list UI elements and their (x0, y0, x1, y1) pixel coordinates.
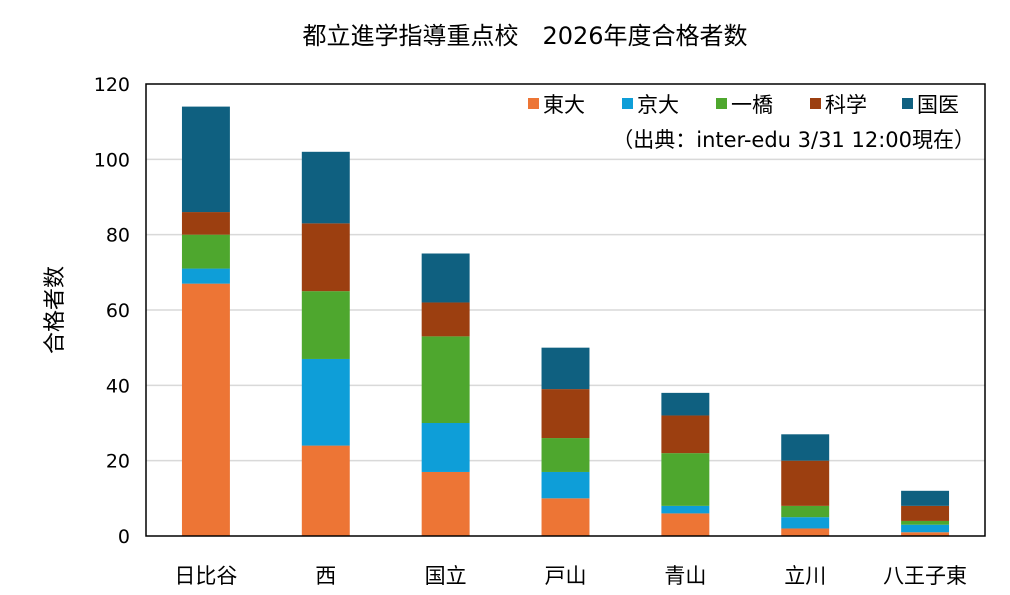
x-category-label: 八王子東 (883, 564, 967, 588)
x-category-label: 戸山 (545, 564, 587, 588)
legend-label: 東大 (543, 93, 585, 117)
legend-swatch (528, 98, 539, 109)
x-category-label: 立川 (784, 564, 826, 588)
bar-segment (541, 347, 590, 390)
bar-segment (661, 392, 710, 416)
bar-segment (781, 460, 830, 506)
bar-segment (901, 520, 950, 525)
bar-segment (181, 212, 230, 235)
y-tick-label: 100 (94, 149, 130, 171)
y-tick-label: 60 (106, 300, 130, 322)
bar-segment (301, 445, 350, 536)
bar-segment (421, 471, 470, 536)
x-category-label: 西 (315, 564, 336, 588)
legend-swatch (810, 98, 821, 109)
bars (181, 106, 950, 536)
legend-swatch (622, 98, 633, 109)
legend-swatch (902, 98, 913, 109)
bar-segment (541, 471, 590, 499)
bar-segment (661, 513, 710, 536)
bar-segment (541, 498, 590, 536)
bar-segment (541, 389, 590, 439)
y-axis-label: 合格者数 (43, 266, 68, 354)
bar-segment (301, 358, 350, 446)
bar-segment (901, 505, 950, 521)
bar-segment (181, 268, 230, 284)
bar-segment (661, 415, 710, 454)
legend: 東大 京大 一橋 科学 国医 (528, 93, 959, 117)
chart-title: 都立進学指導重点校 2026年度合格者数 (302, 22, 747, 50)
legend-label: 科学 (825, 93, 867, 117)
plot-area-frame (145, 83, 986, 537)
x-category-labels: 日比谷 西 国立 戸山 青山 立川 八王子東 (174, 564, 967, 588)
y-tick-label: 120 (94, 74, 130, 96)
legend-label: 国医 (917, 93, 959, 117)
bar-segment (901, 490, 950, 506)
bar-segment (781, 434, 830, 461)
bar-segment (421, 302, 470, 337)
y-tick-label: 40 (106, 375, 130, 397)
source-note: （出典：inter-edu 3/31 12:00現在） (612, 128, 975, 152)
gridlines (146, 158, 985, 462)
bar-segment (541, 438, 590, 472)
bar-segment (301, 223, 350, 292)
bar-segment (781, 505, 830, 518)
y-tick-label: 0 (118, 526, 130, 548)
bar-segment (901, 532, 950, 536)
bar-segment (421, 253, 470, 303)
bar-segment (421, 336, 470, 423)
bar-segment (181, 234, 230, 269)
bar-segment (781, 528, 830, 536)
bar-segment (301, 151, 350, 224)
bar-segment (661, 505, 710, 514)
bar-segment (301, 291, 350, 359)
bar-segment (781, 517, 830, 529)
bar-segment (661, 453, 710, 506)
bar-segment (421, 423, 470, 472)
bar-segment (181, 106, 230, 213)
x-category-label: 日比谷 (174, 564, 237, 588)
bar-segment (181, 283, 230, 536)
legend-swatch (716, 98, 727, 109)
x-category-label: 青山 (664, 564, 706, 588)
legend-label: 一橋 (731, 93, 773, 117)
x-category-label: 国立 (425, 564, 467, 588)
y-tick-label: 80 (106, 225, 130, 247)
y-tick-labels: 0 20 40 60 80 100 120 (94, 74, 130, 548)
bar-segment (901, 524, 950, 533)
legend-label: 京大 (637, 93, 679, 117)
y-tick-label: 20 (106, 451, 130, 473)
